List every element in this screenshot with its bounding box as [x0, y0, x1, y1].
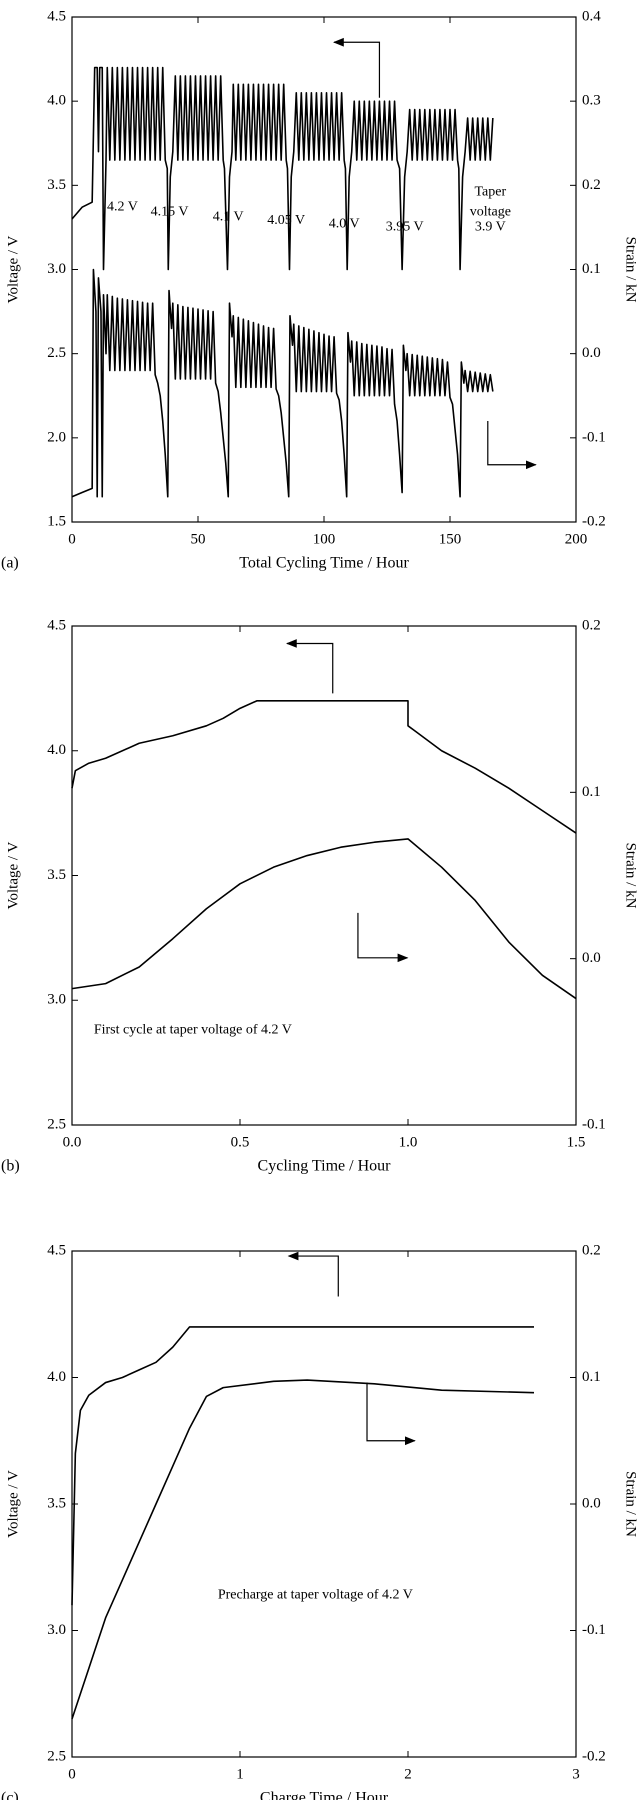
panel-label: (a) [1, 555, 19, 572]
y-tick-label: 3.5 [47, 177, 66, 193]
y2-tick-label: 0.0 [582, 1495, 601, 1511]
y-tick-label: 2.5 [47, 1116, 66, 1132]
y-tick-label: 4.0 [47, 1369, 66, 1385]
panel-label: (b) [1, 1158, 20, 1175]
x-tick-label: 0 [68, 531, 76, 547]
y-tick-label: 3.0 [47, 1622, 66, 1638]
data-line [71, 268, 494, 498]
y2-tick-label: 0.0 [582, 345, 601, 361]
y2-tick-label: -0.2 [582, 1748, 606, 1764]
y2-tick-label: 0.1 [582, 784, 601, 800]
annotation: voltage [470, 204, 511, 219]
y2-tick-label: 0.1 [582, 261, 601, 277]
y-tick-label: 4.5 [47, 617, 66, 633]
data-line [71, 1379, 535, 1720]
y-tick-label: 3.5 [47, 1495, 66, 1511]
x-tick-label: 1.5 [567, 1134, 586, 1150]
y2-tick-label: 0.1 [582, 1369, 601, 1385]
y-tick-label: 2.0 [47, 429, 66, 445]
plot-frame [71, 625, 577, 1126]
y2-axis-label: Strain / kN [623, 1471, 639, 1537]
y-tick-label: 3.0 [47, 261, 66, 277]
y-axis-label: Voltage / V [5, 235, 21, 303]
x-tick-label: 2 [404, 1766, 412, 1782]
y-axis-label: Voltage / V [5, 1470, 21, 1538]
arrow [357, 912, 409, 963]
annotation: First cycle at taper voltage of 4.2 V [94, 1022, 292, 1037]
x-tick-label: 100 [313, 531, 336, 547]
y2-tick-label: -0.1 [582, 1116, 606, 1132]
arrow [332, 37, 381, 98]
annotation: 3.95 V [386, 220, 424, 235]
y2-tick-label: -0.2 [582, 513, 606, 529]
x-tick-label: 1 [236, 1766, 244, 1782]
y2-tick-label: 0.4 [582, 8, 601, 24]
x-tick-label: 200 [565, 531, 588, 547]
plot-frame [71, 16, 577, 523]
x-tick-label: 1.0 [399, 1134, 418, 1150]
y2-tick-label: -0.1 [582, 429, 606, 445]
y2-tick-label: 0.2 [582, 617, 601, 633]
y-tick-label: 4.0 [47, 742, 66, 758]
x-tick-label: 150 [439, 531, 462, 547]
x-tick-label: 0.5 [231, 1134, 250, 1150]
x-axis-label: Total Cycling Time / Hour [239, 555, 409, 572]
x-axis-label: Charge Time / Hour [260, 1790, 389, 1800]
y-tick-label: 4.5 [47, 1242, 66, 1258]
y-tick-label: 3.0 [47, 992, 66, 1008]
annotation: 4.2 V [107, 199, 138, 214]
annotation: 4.1 V [213, 210, 244, 225]
y-tick-label: 3.5 [47, 867, 66, 883]
x-axis-label: Cycling Time / Hour [258, 1158, 392, 1175]
annotation: 4.15 V [151, 204, 189, 219]
x-tick-label: 3 [572, 1766, 580, 1782]
panel-label: (c) [1, 1790, 19, 1800]
panel: 0 50 100 150 200 1.5 2.0 2.5 3.0 3.5 4.0 4.5 -0.2 -0.… [1, 8, 639, 571]
y-tick-label: 4.5 [47, 8, 66, 24]
y2-axis-label: Strain / kN [623, 237, 639, 303]
annotation: Precharge at taper voltage of 4.2 V [218, 1587, 413, 1602]
y2-tick-label: 0.3 [582, 93, 601, 109]
y-tick-label: 2.5 [47, 345, 66, 361]
y-tick-label: 1.5 [47, 513, 66, 529]
data-line [71, 838, 577, 1000]
y-axis-label: Voltage / V [5, 841, 21, 909]
y-tick-label: 4.0 [47, 93, 66, 109]
y2-tick-label: 0.0 [582, 950, 601, 966]
y2-axis-label: Strain / kN [623, 843, 639, 909]
x-tick-label: 50 [191, 531, 206, 547]
panel: 0.0 0.5 1.0 1.5 2.5 3.0 3.5 4.0 4.5 -0.1 0.0 0.1 0.2… [1, 617, 639, 1174]
x-tick-label: 0.0 [63, 1134, 82, 1150]
arrow [487, 421, 537, 470]
data-line [71, 66, 494, 271]
arrow [366, 1382, 416, 1446]
y2-tick-label: -0.1 [582, 1622, 606, 1638]
arrow [285, 639, 334, 694]
data-line [71, 1326, 534, 1606]
annotation: 4.05 V [267, 213, 305, 228]
plot-frame [71, 1250, 577, 1758]
data-line [71, 700, 577, 834]
y2-tick-label: 0.2 [582, 177, 601, 193]
y-tick-label: 2.5 [47, 1748, 66, 1764]
annotation: Taper [474, 184, 506, 199]
x-tick-label: 0 [68, 1766, 76, 1782]
y2-tick-label: 0.2 [582, 1242, 601, 1258]
annotation: 3.9 V [475, 220, 506, 235]
annotation: 4.0 V [329, 216, 360, 231]
panel: 0 1 2 3 2.5 3.0 3.5 4.0 4.5 -0.2 -0.1 0.0 0.1 0.2 Prec… [1, 1242, 639, 1800]
arrow [287, 1251, 339, 1297]
